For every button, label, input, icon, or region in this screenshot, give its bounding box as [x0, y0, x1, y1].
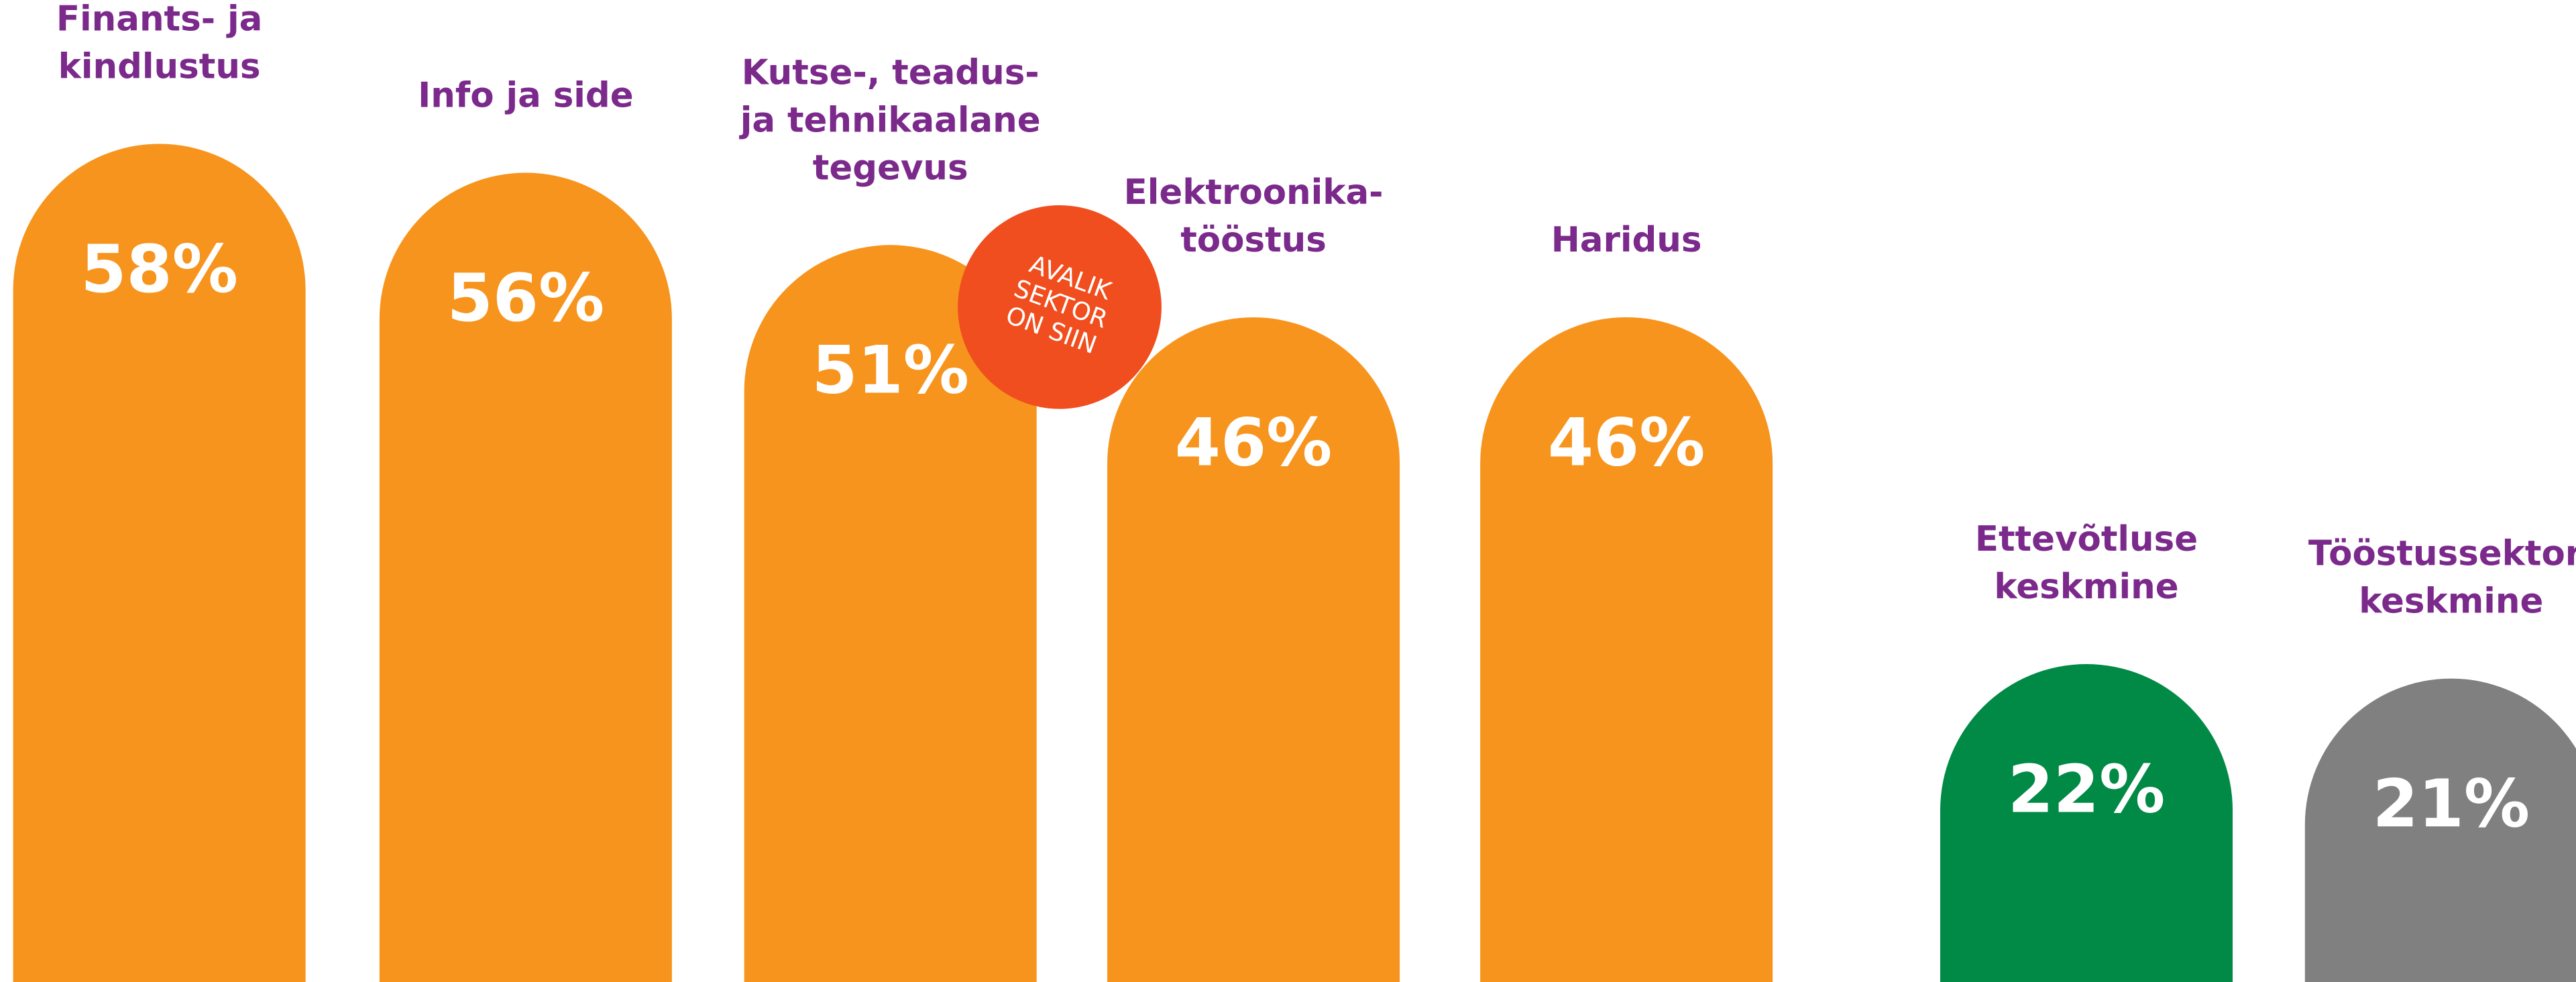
bar [379, 172, 672, 982]
category-label: tööstus [1180, 220, 1327, 260]
category-label: Ettevõtluse [1975, 519, 2198, 559]
value-label: 51% [811, 333, 968, 409]
value-label: 46% [1548, 404, 1705, 481]
category-label: Elektroonika- [1124, 172, 1384, 213]
category-label: tegevus [813, 148, 968, 188]
category-label: Tööstussektori [2308, 534, 2576, 574]
value-label: 21% [2373, 766, 2530, 842]
category-label: Info ja side [418, 76, 633, 116]
category-label: Haridus [1551, 220, 1702, 260]
bar [1940, 664, 2233, 982]
category-label: Kutse-, teadus- [742, 52, 1040, 93]
bar [1107, 317, 1400, 982]
bar [2304, 678, 2576, 982]
category-label: kindlustus [58, 47, 261, 87]
value-label: 22% [2008, 751, 2165, 828]
bar [13, 144, 306, 982]
bar [1480, 317, 1773, 982]
badge-circle [958, 205, 1162, 409]
bar [744, 245, 1037, 982]
value-label: 56% [447, 260, 604, 337]
category-label: keskmine [2359, 582, 2543, 622]
category-label: keskmine [1994, 567, 2178, 607]
value-label: 58% [80, 231, 237, 308]
value-label: 46% [1175, 404, 1332, 481]
category-label: ja tehnikaalane [739, 100, 1041, 140]
category-label: Finants- ja [56, 0, 262, 40]
